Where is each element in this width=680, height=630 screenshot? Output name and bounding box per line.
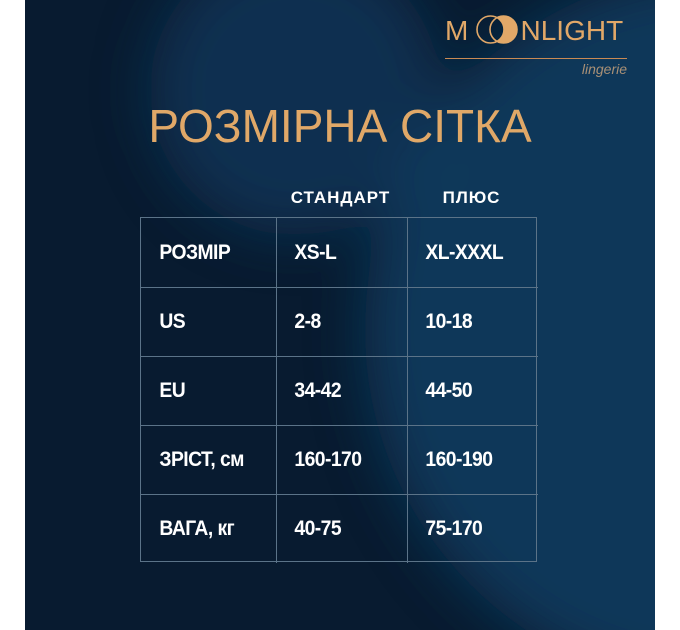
svg-text:NLIGHT: NLIGHT xyxy=(521,15,624,46)
svg-text:M: M xyxy=(445,15,468,46)
